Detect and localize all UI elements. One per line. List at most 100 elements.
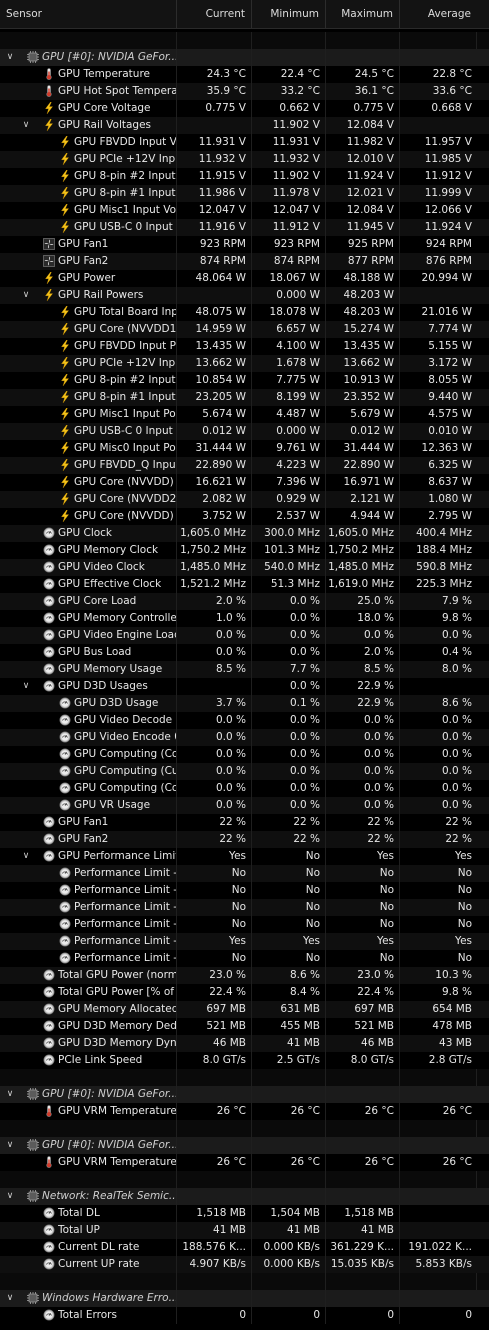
sensor-row[interactable]: GPU Video Encode 0 ...0.0 %0.0 %0.0 %0.0… (0, 729, 489, 746)
sensor-row[interactable]: GPU Video Clock 1,485.0 MHz 540.0 MHz 1,485… (0, 559, 489, 576)
sensor-row[interactable]: GPU Computing (Com...0.0 %0.0 %0.0 %0.0 … (0, 780, 489, 797)
sensor-row[interactable]: GPU Hot Spot Temperature35.9 °C33.2 °C36… (0, 83, 489, 100)
sensor-group-row[interactable]: ∨ Windows Hardware Erro... (0, 1290, 489, 1307)
sensor-row[interactable]: Total GPU Power [% of ... 22.4 % 8.4 % 22.4… (0, 984, 489, 1001)
sensor-row[interactable]: GPU Core (NVVDD2) I...2.082 W0.929 W2.12… (0, 491, 489, 508)
chevron-down-icon[interactable]: ∨ (22, 120, 30, 130)
sensor-row[interactable]: GPU Core (NVVDD1) I...14.959 W6.657 W15.… (0, 321, 489, 338)
sensor-row[interactable]: GPU Memory Usage 8.5 % 7.7 % 8.5 % 8.0 % (0, 661, 489, 678)
sensor-row[interactable]: GPU VRM Temperature 26 °C 26 °C 26 °C 26 °C (0, 1154, 489, 1171)
chevron-down-icon[interactable]: ∨ (6, 1293, 14, 1303)
chevron-down-icon[interactable]: ∨ (22, 851, 30, 861)
sensor-row[interactable]: GPU Core Voltage 0.775 V 0.662 V 0.775 V 0.6… (0, 100, 489, 117)
sensor-row[interactable]: GPU VR Usage 0.0 % 0.0 % 0.0 % 0.0 % (0, 797, 489, 814)
sensor-row[interactable]: GPU Video Engine Load 0.0 % 0.0 % 0.0 % 0.0 … (0, 627, 489, 644)
sensor-row[interactable]: GPU PCIe +12V Inpu...11.932 V11.932 V12.… (0, 151, 489, 168)
value-current: 26 °C (177, 1103, 252, 1120)
sensor-group-row[interactable]: ∨ GPU [#0]: NVIDIA GeFor... (0, 1137, 489, 1154)
sensor-row[interactable]: GPU Computing (Com...0.0 %0.0 %0.0 %0.0 … (0, 746, 489, 763)
value-average: 9.8 % (441, 612, 472, 624)
sensor-row[interactable]: Total UP 41 MB 41 MB 41 MB (0, 1222, 489, 1239)
sensor-row[interactable]: GPU Fan2 22 % 22 % 22 % 22 % (0, 831, 489, 848)
sensor-list[interactable]: ∨ GPU [#0]: NVIDIA GeFor... GPU Temperatur… (0, 32, 489, 1324)
sensor-row[interactable]: GPU Memory Clock 1,750.2 MHz 101.3 MHz 1,75… (0, 542, 489, 559)
sensor-group-row[interactable]: ∨ Network: RealTek Semic... (0, 1188, 489, 1205)
sensor-row[interactable]: ∨ GPU Rail Voltages 11.902 V 12.084 V (0, 117, 489, 134)
sensor-row[interactable]: GPU Power 48.064 W 18.067 W 48.188 W 20.994 … (0, 270, 489, 287)
sensor-row[interactable]: GPU 8-pin #2 Input P...10.854 W7.775 W10… (0, 372, 489, 389)
chevron-down-icon[interactable]: ∨ (22, 290, 30, 300)
value-current: 0.0 % (177, 746, 252, 763)
sensor-row[interactable]: GPU D3D Usage 3.7 % 0.1 % 22.9 % 8.6 % (0, 695, 489, 712)
sensor-row[interactable]: GPU Video Decode 0 ...0.0 %0.0 %0.0 %0.0… (0, 712, 489, 729)
chevron-down-icon[interactable]: ∨ (6, 1191, 14, 1201)
sensor-row[interactable]: GPU Effective Clock 1,521.2 MHz 51.3 MHz 1,… (0, 576, 489, 593)
sensor-row[interactable]: GPU Fan1 923 RPM 923 RPM 925 RPM 924 RPM (0, 236, 489, 253)
sensor-row[interactable]: GPU Fan1 22 % 22 % 22 % 22 % (0, 814, 489, 831)
value-current: 22 % (177, 814, 252, 831)
value-maximum: 1,605.0 MHz (326, 525, 400, 542)
sensor-row[interactable]: Current DL rate 188.576 K... 0.000 KB/s 361… (0, 1239, 489, 1256)
sensor-row[interactable]: GPU Misc1 Input Power5.674 W4.487 W5.679… (0, 406, 489, 423)
sensor-row[interactable]: GPU Temperature 24.3 °C 22.4 °C 24.5 °C 22.8… (0, 66, 489, 83)
chevron-down-icon[interactable]: ∨ (22, 681, 30, 691)
sensor-row[interactable]: Total Errors 0 0 0 0 (0, 1307, 489, 1324)
sensor-row[interactable]: Total DL 1,518 MB 1,504 MB 1,518 MB (0, 1205, 489, 1222)
value-maximum: 15.274 W (326, 321, 400, 338)
sensor-row[interactable]: GPU Bus Load 0.0 % 0.0 % 2.0 % 0.4 % (0, 644, 489, 661)
sensor-row[interactable]: GPU PCIe +12V Inpu...13.662 W1.678 W13.6… (0, 355, 489, 372)
sensor-row[interactable]: GPU Fan2 874 RPM 874 RPM 877 RPM 876 RPM (0, 253, 489, 270)
value-current: 3.752 W (177, 508, 252, 525)
value-average: 9.440 W (428, 391, 472, 403)
sensor-row[interactable]: GPU Misc1 Input Volt...12.047 V12.047 V1… (0, 202, 489, 219)
sensor-row[interactable]: GPU Computing (Cud...0.0 %0.0 %0.0 %0.0 … (0, 763, 489, 780)
sensor-row[interactable]: GPU 8-pin #1 Input V...11.986 V11.978 V1… (0, 185, 489, 202)
sensor-row[interactable]: GPU VRM Temperature 26 °C 26 °C 26 °C 26 °C (0, 1103, 489, 1120)
sensor-row[interactable]: GPU USB-C 0 Input P...0.012 W0.000 W0.01… (0, 423, 489, 440)
sensor-row[interactable]: GPU 8-pin #2 Input V...11.915 V11.902 V1… (0, 168, 489, 185)
sensor-row[interactable]: Total GPU Power (normal...23.0 %8.6 %23.… (0, 967, 489, 984)
column-maximum-header[interactable]: Maximum (326, 0, 400, 28)
sensor-row[interactable]: GPU Memory Controller L...1.0 %0.0 %18.0… (0, 610, 489, 627)
chevron-down-icon[interactable]: ∨ (6, 1140, 14, 1150)
value-maximum: No (326, 916, 400, 933)
column-sensor-header[interactable]: Sensor (0, 0, 177, 28)
sensor-row[interactable]: GPU FBVDD_Q Input ...22.890 W4.223 W22.8… (0, 457, 489, 474)
sensor-row[interactable]: GPU Core Load 2.0 % 0.0 % 25.0 % 7.9 % (0, 593, 489, 610)
sensor-row[interactable]: GPU Core (NVVDD) O...3.752 W2.537 W4.944… (0, 508, 489, 525)
sensor-row[interactable]: Current UP rate 4.907 KB/s 0.000 KB/s 15.03… (0, 1256, 489, 1273)
sensor-row[interactable]: GPU Clock 1,605.0 MHz 300.0 MHz 1,605.0 MHz… (0, 525, 489, 542)
sensor-row[interactable]: GPU USB-C 0 Input V...11.916 V11.912 V11… (0, 219, 489, 236)
column-minimum-header[interactable]: Minimum (252, 0, 326, 28)
value-current (177, 678, 252, 695)
sensor-row[interactable]: GPU Core (NVVDD) In...16.621 W7.396 W16.… (0, 474, 489, 491)
sensor-row[interactable]: ∨ GPU Rail Powers 0.000 W 48.203 W (0, 287, 489, 304)
column-average-header[interactable]: Average (427, 8, 471, 20)
sensor-row[interactable]: ∨ GPU Performance Limits Yes No Yes Yes (0, 848, 489, 865)
sensor-row[interactable]: GPU Memory Allocated 697 MB 631 MB 697 MB 65… (0, 1001, 489, 1018)
sensor-row[interactable]: GPU FBVDD Input Po...13.435 W4.100 W13.4… (0, 338, 489, 355)
sensor-row[interactable]: GPU 8-pin #1 Input Po...23.205 W8.199 W2… (0, 389, 489, 406)
sensor-row[interactable]: GPU Misc0 Input Pow...31.444 W9.761 W31.… (0, 440, 489, 457)
chevron-down-icon[interactable]: ∨ (6, 52, 14, 62)
sensor-group-row[interactable]: ∨ GPU [#0]: NVIDIA GeFor... (0, 49, 489, 66)
sensor-row[interactable]: GPU FBVDD Input Vol...11.931 V11.931 V11… (0, 134, 489, 151)
sensor-group-row[interactable]: ∨ GPU [#0]: NVIDIA GeFor... (0, 1086, 489, 1103)
sensor-label: GPU Performance Limits (58, 850, 176, 862)
sensor-row[interactable]: ∨ GPU D3D Usages 0.0 % 22.9 % (0, 678, 489, 695)
sensor-row[interactable]: PCIe Link Speed 8.0 GT/s 2.5 GT/s 8.0 GT/s 2… (0, 1052, 489, 1069)
value-maximum: Yes (326, 933, 400, 950)
column-current-header[interactable]: Current (177, 0, 252, 28)
sensor-row[interactable]: GPU Total Board Inpu...48.075 W18.078 W4… (0, 304, 489, 321)
value-maximum: 2.121 W (326, 491, 400, 508)
chevron-down-icon[interactable]: ∨ (6, 1089, 14, 1099)
sensor-label: GPU D3D Memory Dedica... (58, 1020, 176, 1032)
